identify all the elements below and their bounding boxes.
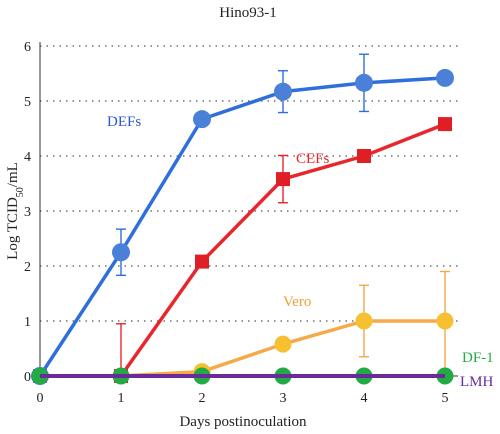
axes [39,42,458,377]
y-tick-4: 4 [24,150,31,165]
marker-defs-2 [193,110,211,129]
series-label-cefs: CEFs [296,151,330,167]
series-cefs [33,117,452,383]
marker-cefs-3 [276,172,290,187]
y-axis-label-tail: /mL [5,162,21,187]
x-tick-labels: 0 1 2 3 4 5 [37,391,449,406]
x-tick-5: 5 [442,391,449,406]
series-line-vero [40,319,445,378]
marker-defs-5 [436,68,454,87]
y-tick-6: 6 [24,40,31,55]
marker-vero-4 [355,312,373,330]
marker-cefs-2 [195,254,209,269]
series-vero [31,270,454,385]
y-tick-2: 2 [24,260,31,275]
grid-lines [40,45,458,322]
marker-vero-5 [436,312,454,330]
chart-title: Hino93-1 [219,5,277,21]
x-tick-0: 0 [37,391,44,406]
series-line-cefs [40,122,446,378]
series-line-defs [38,76,446,377]
series-labels: DEFs CEFs Vero DF-1 LMH [107,114,494,390]
y-tick-5: 5 [24,95,31,110]
marker-defs-3 [274,82,292,101]
marker-defs-4 [355,73,373,92]
y-axis-label-main: Log TCID [5,197,21,260]
y-axis-label: Log TCID50/mL [5,162,26,260]
series-layer [31,53,454,385]
x-tick-3: 3 [280,391,287,406]
x-tick-1: 1 [118,391,125,406]
series-label-defs: DEFs [107,114,141,130]
marker-vero-3 [274,335,292,353]
y-tick-0: 0 [24,370,31,385]
x-tick-2: 2 [199,391,206,406]
series-label-df1: DF-1 [462,350,494,366]
series-label-vero: Vero [283,294,311,310]
y-axis-label-sub: 50 [15,187,26,197]
marker-defs-1 [112,243,130,262]
y-tick-3: 3 [24,205,31,220]
x-axis-label: Days postinoculation [179,414,307,430]
x-tick-4: 4 [361,391,368,406]
marker-cefs-5 [438,117,452,132]
series-label-lmh: LMH [460,374,494,390]
y-tick-labels: 0 1 2 3 4 5 6 [24,40,31,385]
y-tick-1: 1 [24,315,31,330]
marker-cefs-4 [357,149,371,163]
